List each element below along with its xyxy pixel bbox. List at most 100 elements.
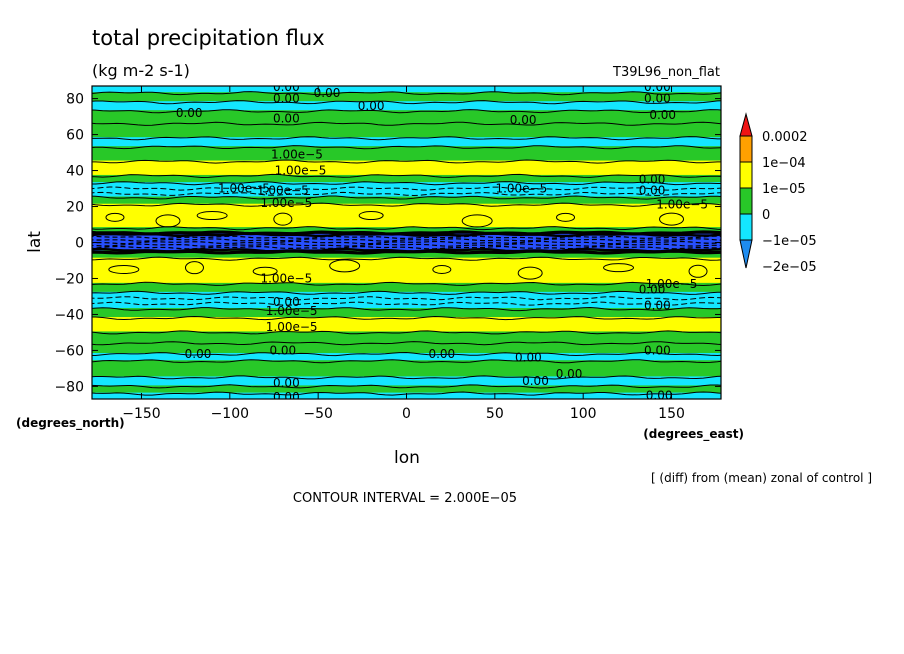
contour-label-layer: 0.000.00 0.000.000.00 0.00 0.000.000.000.00… (176, 80, 708, 404)
contour-patch (196, 211, 228, 221)
contour-label: 1.00e−5 (646, 277, 698, 291)
equatorial-contour-edge (92, 249, 721, 255)
contour-line (92, 330, 721, 335)
equatorial-contour-line (92, 238, 721, 242)
contour-label: 0.00 (273, 376, 300, 390)
contour-band (92, 174, 721, 185)
contour-band (92, 92, 721, 104)
contour-patch (461, 214, 493, 228)
colorbar-arrow-bottom (739, 239, 753, 269)
contour-patch (105, 212, 125, 222)
plot-area: 0.000.00 0.000.000.00 0.00 0.000.000.000.00… (92, 80, 721, 404)
y-tick-label: 20 (66, 200, 84, 216)
chart-title: total precipitation flux (92, 26, 325, 50)
contour-label: 1.00e−5 (218, 182, 270, 196)
equatorial-contour-line (92, 235, 721, 240)
contour-patch (273, 212, 293, 226)
contour-band (92, 291, 721, 311)
contour-line (92, 159, 721, 164)
contour-label: 0.00 (644, 298, 671, 312)
x-tick-label: 0 (402, 406, 411, 422)
y-tick-label: 0 (75, 236, 84, 252)
x-tick-label: −100 (211, 406, 249, 422)
contour-band (92, 203, 721, 230)
dataset-label: T39L96_non_flat (612, 65, 720, 80)
contour-line (92, 256, 721, 261)
contour-label: 1.00e−5 (271, 147, 323, 161)
contour-line (92, 226, 721, 231)
contour-patch (603, 263, 635, 273)
contour-label: 0.00 (515, 351, 542, 365)
contour-label: 0.00 (639, 282, 666, 296)
contour-label: 1.00e−5 (257, 183, 309, 197)
contour-line (92, 109, 721, 114)
contour-band (92, 308, 721, 320)
contour-patch (659, 212, 685, 226)
x-tick-label: 100 (570, 406, 597, 422)
colorbar-label: 0 (762, 208, 770, 223)
contour-label: 1.00e−5 (656, 198, 708, 212)
contour-patch (688, 264, 708, 278)
contour-line (92, 145, 721, 150)
contour-band (92, 317, 721, 334)
contour-line (92, 121, 721, 126)
contour-patch (252, 266, 278, 276)
colorbar-segment (739, 161, 753, 189)
contour-line (92, 341, 721, 346)
contour-label: 0.00 (639, 173, 666, 187)
contour-line (92, 315, 721, 321)
contour-label: 0.00 (185, 347, 212, 361)
contour-band (92, 182, 721, 199)
contour-band (92, 227, 721, 235)
colorbar-segment (739, 213, 753, 241)
contour-patch (358, 211, 384, 221)
y-tick-label: 40 (66, 164, 84, 180)
y-tick-label: −60 (54, 343, 84, 359)
colorbar-label: 1e−05 (762, 182, 806, 197)
contour-label: 1.00e−5 (495, 182, 547, 196)
colorbar-segment (739, 135, 753, 163)
contour-patch (556, 212, 576, 222)
contour-band (92, 331, 721, 345)
colorbar-label: 1e−04 (762, 156, 806, 171)
contour-line (92, 186, 721, 191)
colorbar-arrow-top (739, 112, 753, 137)
contour-patch (155, 214, 181, 228)
contour-band (92, 196, 721, 206)
contour-line (92, 290, 721, 295)
colorbar-label: −1e−05 (762, 234, 817, 249)
contour-band (92, 137, 721, 149)
contour-label: 0.00 (273, 80, 300, 94)
contour-band (92, 342, 721, 356)
x-units-label: (degrees_east) (643, 427, 744, 442)
contour-label: 0.00 (176, 106, 203, 120)
contour-band (92, 101, 721, 113)
equatorial-contour-line (92, 240, 721, 245)
contour-label: 0.00 (269, 343, 296, 357)
y-axis-ticks: 80 60 40 20 0 −20 −40 −60 −80 (54, 92, 721, 395)
contour-label: 0.00 (273, 295, 300, 309)
contour-line (92, 91, 721, 96)
contour-line (92, 296, 721, 301)
contour-label: 0.00 (522, 374, 549, 388)
contour-label: 0.00 (273, 111, 300, 125)
contour-band (92, 146, 721, 163)
contour-band (92, 250, 721, 260)
contour-band (92, 360, 721, 379)
x-tick-label: −50 (303, 406, 333, 422)
contour-label: 0.00 (644, 92, 671, 106)
contour-label: 0.00 (556, 367, 583, 381)
contour-label: 0.00 (358, 99, 385, 113)
contour-line (92, 351, 721, 357)
contour-label: 0.00 (273, 390, 300, 404)
x-tick-label: −150 (122, 406, 160, 422)
contour-band (92, 376, 721, 388)
x-tick-label: 50 (486, 406, 504, 422)
colorbar-label: −2e−05 (762, 260, 817, 275)
contour-label: 0.00 (428, 347, 455, 361)
chart-units: (kg m-2 s-1) (92, 61, 190, 80)
contour-interval: CONTOUR INTERVAL = 2.000E−05 (293, 491, 517, 506)
footnote: [ (diff) from (mean) zonal of control ] (651, 471, 872, 485)
contour-label: 0.00 (644, 80, 671, 94)
